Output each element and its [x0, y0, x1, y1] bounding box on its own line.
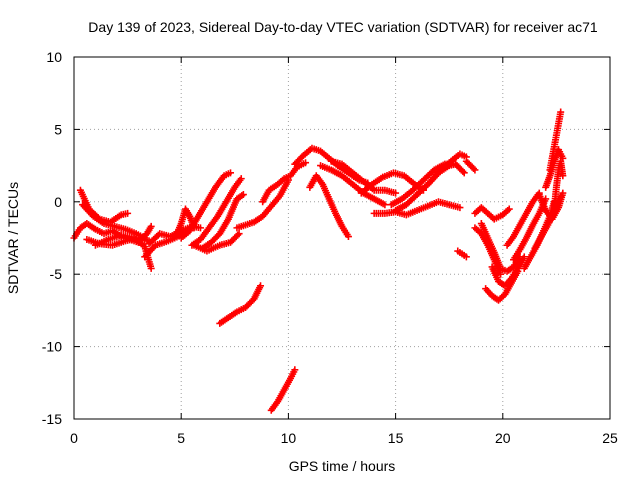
y-tick-label: -10 — [42, 339, 62, 355]
series-arc-34 — [510, 195, 550, 264]
y-tick-label: 10 — [46, 49, 62, 65]
x-axis-label: GPS time / hours — [289, 458, 396, 474]
data-point — [239, 191, 247, 199]
data-point — [124, 209, 132, 217]
data-point — [234, 231, 242, 239]
series-arc-30 — [477, 220, 524, 275]
data-point — [462, 253, 470, 261]
series-arc-40 — [550, 157, 567, 212]
series-arc-15 — [259, 159, 310, 206]
data-point — [456, 204, 464, 212]
data-point — [459, 167, 467, 175]
data-point — [505, 205, 513, 213]
data-point — [257, 282, 265, 290]
data-point — [557, 108, 565, 116]
series-arc-22 — [370, 198, 464, 219]
data-point — [392, 189, 400, 197]
series-arc-37 — [535, 189, 567, 223]
series-arc-36 — [531, 192, 565, 252]
data-point — [381, 201, 389, 209]
series-arc-12 — [190, 230, 243, 255]
data-point — [302, 159, 310, 167]
y-axis-label: SDTVAR / TECUs — [5, 182, 21, 294]
data-point — [147, 222, 155, 230]
series-arc-26 — [462, 157, 479, 174]
data-point — [460, 169, 468, 177]
data-point — [469, 164, 477, 172]
series-arc-11 — [199, 191, 247, 252]
series-arc-14 — [233, 176, 292, 232]
data-point — [471, 166, 479, 174]
data-point — [520, 253, 528, 261]
data-point — [559, 172, 567, 180]
series-arc-09 — [177, 169, 235, 242]
x-tick-label: 15 — [388, 430, 404, 446]
y-tick-label: 0 — [54, 194, 62, 210]
y-tick-label: 5 — [54, 121, 62, 137]
y-tick-label: -5 — [50, 266, 63, 282]
series-arc-13 — [216, 282, 265, 327]
data-point — [147, 264, 155, 272]
series-arc-18 — [306, 172, 352, 241]
data-point — [559, 189, 567, 197]
data-point — [344, 233, 352, 241]
data-point — [237, 175, 245, 183]
data-point — [227, 169, 235, 177]
y-tick-labels: 10 5 0 -5 -10 -15 — [42, 49, 62, 427]
series-arc-16 — [267, 366, 299, 414]
chart-title: Day 139 of 2023, Sidereal Day-to-day VTE… — [88, 19, 598, 35]
x-tick-label: 20 — [495, 430, 511, 446]
series-arc-33 — [503, 189, 543, 249]
series-arc-20 — [327, 157, 400, 197]
series-arc-32 — [482, 267, 522, 304]
x-tick-label: 5 — [177, 430, 185, 446]
y-tick-label: -15 — [42, 411, 62, 427]
data-point — [291, 366, 299, 374]
data-point — [235, 230, 243, 238]
data-point — [452, 160, 460, 168]
series-arc-28 — [471, 204, 513, 223]
plot-frame — [73, 56, 611, 420]
x-tick-labels: 0 5 10 15 20 25 — [70, 430, 618, 446]
series-arc-27 — [454, 247, 470, 261]
series-arc-25 — [413, 160, 460, 199]
data-points — [70, 108, 567, 414]
x-tick-label: 25 — [602, 430, 618, 446]
data-point — [196, 224, 204, 232]
series-arc-39 — [546, 108, 565, 174]
x-tick-label: 0 — [70, 430, 78, 446]
data-point — [514, 267, 522, 275]
x-tick-label: 10 — [281, 430, 297, 446]
